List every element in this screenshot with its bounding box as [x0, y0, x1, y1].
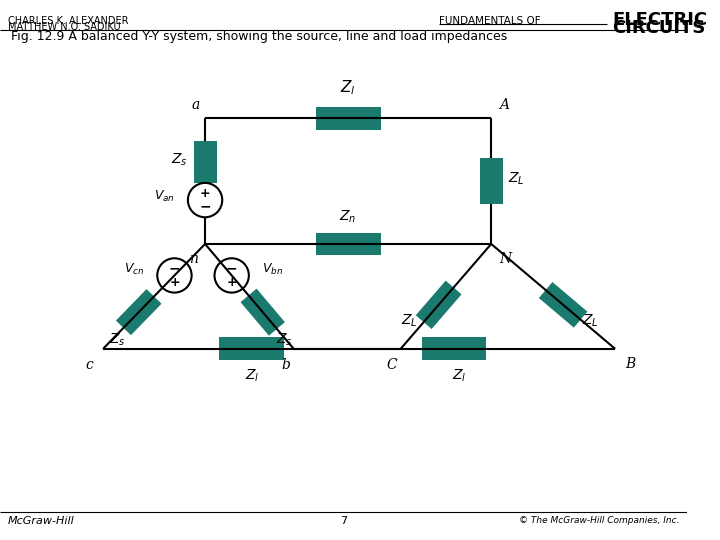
Text: $Z_n$: $Z_n$ [339, 208, 357, 225]
Text: CHARLES K. ALEXANDER: CHARLES K. ALEXANDER [8, 16, 128, 26]
Bar [539, 282, 588, 328]
Bar [240, 289, 285, 336]
Text: $V_{cn}$: $V_{cn}$ [124, 262, 144, 277]
Text: $Z_l$: $Z_l$ [452, 368, 467, 384]
Text: MATTHEW N.O. SADIKU: MATTHEW N.O. SADIKU [8, 23, 120, 32]
Text: N: N [499, 252, 511, 266]
Bar [480, 158, 503, 204]
Text: +: + [226, 275, 237, 288]
Text: +: + [169, 275, 180, 288]
Text: $Z_L$: $Z_L$ [582, 313, 599, 329]
Text: $V_{an}$: $V_{an}$ [153, 188, 174, 204]
Text: −: − [199, 200, 211, 214]
Text: b: b [281, 359, 290, 373]
Text: $Z_L$: $Z_L$ [508, 171, 525, 187]
Text: $Z_L$: $Z_L$ [401, 313, 418, 329]
Text: −: − [226, 262, 238, 276]
Text: B: B [625, 356, 635, 370]
Text: $Z_s$: $Z_s$ [109, 331, 125, 348]
Text: n: n [189, 252, 197, 266]
Text: +: + [199, 187, 210, 200]
Text: a: a [191, 98, 199, 112]
Text: C: C [386, 359, 397, 373]
Text: $Z_s$: $Z_s$ [171, 152, 188, 168]
Text: c: c [86, 359, 94, 373]
Bar [194, 141, 217, 183]
Text: $Z_s$: $Z_s$ [276, 331, 293, 348]
Text: 7: 7 [340, 516, 347, 525]
Bar [315, 106, 381, 130]
Text: Fig. 12.9 A balanced Y-Y system, showing the source, line and load impedances: Fig. 12.9 A balanced Y-Y system, showing… [12, 30, 508, 43]
Text: $V_{bn}$: $V_{bn}$ [262, 262, 283, 277]
Text: −: − [168, 262, 180, 276]
Bar [415, 281, 462, 329]
Text: McGraw-Hill: McGraw-Hill [8, 516, 74, 525]
Bar [422, 338, 487, 360]
Bar [116, 289, 161, 335]
Text: FUNDAMENTALS OF: FUNDAMENTALS OF [438, 16, 541, 26]
Text: $Z_l$: $Z_l$ [341, 78, 356, 97]
Text: A: A [499, 98, 509, 112]
Text: © The McGraw-Hill Companies, Inc.: © The McGraw-Hill Companies, Inc. [518, 516, 679, 525]
Text: $Z_l$: $Z_l$ [245, 368, 259, 384]
Text: CIRCUITS: CIRCUITS [612, 19, 706, 37]
Bar [220, 338, 284, 360]
Text: ELECTRIC: ELECTRIC [612, 11, 708, 29]
Bar [315, 233, 381, 255]
